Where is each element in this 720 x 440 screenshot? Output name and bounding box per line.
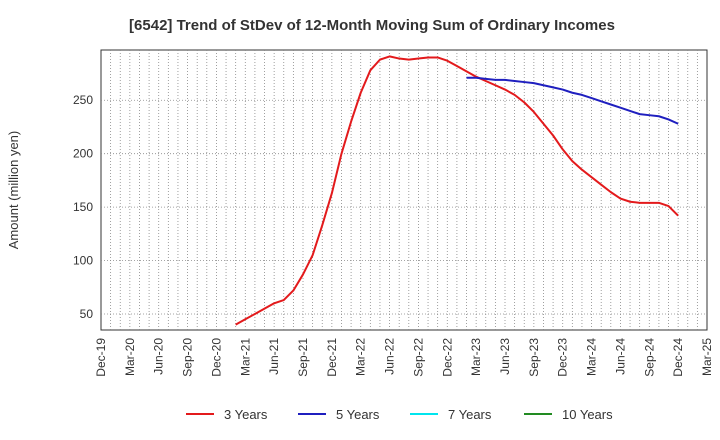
chart-title: [6542] Trend of StDev of 12-Month Moving…: [129, 17, 615, 34]
x-tick-label: Mar-20: [123, 338, 137, 376]
y-tick-label: 150: [73, 200, 93, 214]
y-tick-label: 100: [73, 254, 93, 268]
x-tick-label: Dec-19: [94, 338, 108, 377]
x-tick-label: Sep-23: [527, 338, 541, 377]
x-tick-label: Mar-21: [238, 338, 252, 376]
x-tick-label: Mar-25: [700, 338, 714, 376]
plot-area: 50 100 150 200 250 Dec-19 Mar-20 Jun-20 Sep-20 De…: [73, 49, 714, 377]
y-tick-label: 50: [80, 307, 94, 321]
x-tick-label: Dec-24: [671, 338, 685, 377]
x-tick-label: Jun-22: [383, 338, 397, 375]
series-line-5-years: [466, 76, 679, 125]
x-tick-label: Dec-20: [209, 338, 223, 377]
x-tick-label: Jun-20: [152, 338, 166, 375]
y-axis-label: Amount (million yen): [6, 131, 21, 250]
x-tick-label: Sep-22: [411, 338, 425, 377]
x-tick-label: Mar-23: [469, 338, 483, 376]
x-tick-label: Mar-24: [585, 338, 599, 376]
legend-item-10-years: 10 Years: [524, 407, 613, 422]
y-tick-label: 250: [73, 93, 93, 107]
x-tick-label: Mar-22: [354, 338, 368, 376]
legend-label: 7 Years: [448, 407, 492, 422]
legend-item-3-years: 3 Years: [186, 407, 268, 422]
y-tick-label: 200: [73, 147, 93, 161]
legend-label: 3 Years: [224, 407, 268, 422]
legend: 3 Years 5 Years 7 Years 10 Years: [186, 407, 613, 422]
legend-item-7-years: 7 Years: [410, 407, 492, 422]
x-tick-label: Dec-23: [556, 338, 570, 377]
plot-frame: [100, 49, 708, 331]
series-line-3-years: [235, 55, 679, 326]
x-tick-label: Sep-21: [296, 338, 310, 377]
legend-label: 10 Years: [562, 407, 613, 422]
x-tick-label: Sep-20: [181, 338, 195, 377]
x-tick-label: Sep-24: [642, 338, 656, 377]
x-tick-label: Dec-22: [440, 338, 454, 377]
x-tick-label: Jun-21: [267, 338, 281, 375]
x-tick-label: Dec-21: [325, 338, 339, 377]
x-tick-label: Jun-23: [498, 338, 512, 375]
x-tick-label: Jun-24: [613, 338, 627, 375]
legend-item-5-years: 5 Years: [298, 407, 380, 422]
legend-label: 5 Years: [336, 407, 380, 422]
